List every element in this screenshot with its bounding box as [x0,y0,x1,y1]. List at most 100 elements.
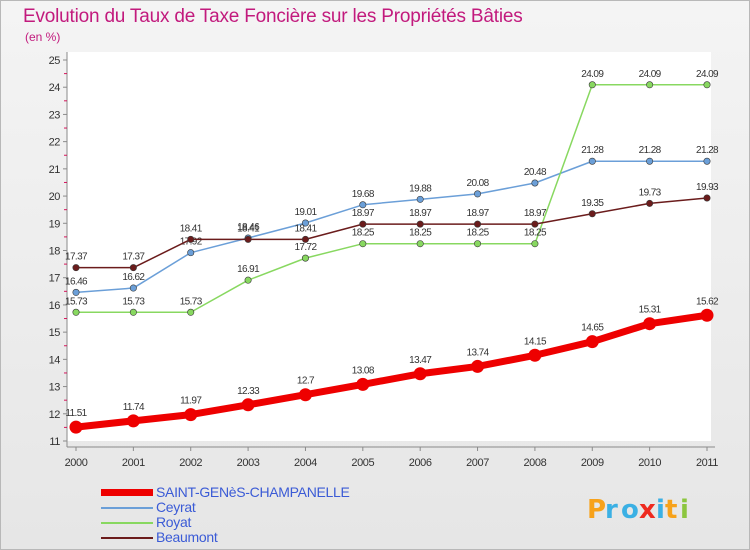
data-label-beaumont: 18.41 [180,223,203,234]
data-point-ceyrat [416,195,424,203]
data-point-beaumont [129,264,137,272]
data-point-royat [703,81,711,89]
data-label-saint-gen-s-champanelle: 13.47 [409,355,432,366]
data-point-saint-gen-s-champanelle [471,359,485,373]
data-point-beaumont [187,235,195,243]
legend-label: Beaumont [156,529,218,545]
svg-text:x: x [639,495,656,525]
data-label-ceyrat: 18.46 [237,222,260,233]
data-point-ceyrat [588,157,596,165]
data-label-ceyrat: 19.68 [352,189,375,200]
chart-title: Evolution du Taux de Taxe Foncière sur l… [23,6,523,27]
data-label-saint-gen-s-champanelle: 11.74 [123,402,145,413]
data-point-beaumont [416,220,424,228]
data-label-saint-gen-s-champanelle: 12.7 [297,376,315,387]
y-tick-label: 22 [49,137,61,149]
legend-label: SAINT-GENèS-CHAMPANELLE [156,484,350,500]
unit-label: (en %) [25,30,61,44]
svg-text:t: t [665,495,677,525]
data-label-ceyrat: 16.46 [65,276,88,287]
x-tick-label: 2004 [294,457,317,469]
svg-text:i: i [656,495,665,525]
data-label-ceyrat: 16.62 [122,272,145,283]
data-label-royat: 24.09 [639,69,662,80]
y-tick-label: 13 [49,382,61,394]
data-label-saint-gen-s-champanelle: 11.51 [65,408,87,419]
data-label-royat: 15.73 [65,296,88,307]
y-tick-label: 23 [49,109,61,121]
data-label-saint-gen-s-champanelle: 15.31 [639,305,662,316]
series-line-beaumont [75,197,708,269]
data-label-beaumont: 18.97 [524,208,547,219]
data-point-beaumont [646,199,654,207]
svg-text:i: i [680,495,689,525]
data-point-saint-gen-s-champanelle [585,335,599,349]
legend-swatch [101,537,153,539]
data-label-ceyrat: 21.28 [581,145,604,156]
data-label-saint-gen-s-champanelle: 14.15 [524,336,547,347]
y-tick-label: 12 [49,409,61,421]
data-point-royat [474,240,482,248]
data-point-royat [588,81,596,89]
x-tick-label: 2009 [581,457,604,469]
data-point-beaumont [531,220,539,228]
y-tick-label: 14 [49,354,61,366]
data-label-royat: 17.72 [294,242,317,253]
x-tick-label: 2007 [466,457,489,469]
svg-text:r: r [605,495,618,525]
data-label-ceyrat: 19.88 [409,183,432,194]
data-label-royat: 24.09 [696,69,719,80]
y-tick-label: 19 [49,218,61,230]
data-label-royat: 15.73 [180,296,203,307]
data-point-ceyrat [129,284,137,292]
x-tick-label: 2010 [638,457,661,469]
data-label-saint-gen-s-champanelle: 13.08 [352,365,375,376]
data-point-saint-gen-s-champanelle [69,420,83,434]
legend-label: Ceyrat [156,499,196,515]
data-label-beaumont: 18.97 [409,208,432,219]
data-label-royat: 18.25 [467,228,490,239]
x-tick-label: 2006 [409,457,432,469]
data-label-beaumont: 17.37 [65,252,88,263]
data-point-royat [129,308,137,316]
data-label-royat: 18.25 [524,228,547,239]
data-point-ceyrat [474,190,482,198]
data-point-saint-gen-s-champanelle [528,348,542,362]
data-point-saint-gen-s-champanelle [356,377,370,391]
x-tick-label: 2002 [179,457,202,469]
proxiti-logo: P r o x i t i [587,495,689,525]
data-point-ceyrat [703,157,711,165]
y-tick-label: 17 [49,273,61,285]
data-point-beaumont [301,235,309,243]
data-label-beaumont: 18.41 [294,223,317,234]
data-point-beaumont [244,235,252,243]
data-label-saint-gen-s-champanelle: 13.74 [467,347,490,358]
data-label-beaumont: 18.41 [237,223,260,234]
data-label-royat: 18.25 [409,228,432,239]
svg-text:o: o [621,495,639,525]
data-label-beaumont: 17.37 [122,252,145,263]
data-label-beaumont: 19.73 [639,187,662,198]
x-tick-label: 2001 [122,457,145,469]
data-point-beaumont [703,194,711,202]
data-label-ceyrat: 21.28 [639,145,662,156]
x-tick-label: 2003 [237,457,260,469]
data-label-beaumont: 18.97 [467,208,490,219]
svg-text:P: P [587,495,606,525]
y-tick-label: 15 [49,327,61,339]
series-line-royat [75,84,708,314]
data-point-saint-gen-s-champanelle [700,308,714,322]
data-point-ceyrat [187,249,195,257]
x-tick-label: 2008 [523,457,546,469]
data-point-saint-gen-s-champanelle [241,398,255,412]
data-label-beaumont: 19.93 [696,182,719,193]
data-label-royat: 24.09 [581,69,604,80]
data-label-beaumont: 19.35 [581,198,604,209]
data-label-saint-gen-s-champanelle: 15.62 [696,296,719,307]
data-point-royat [72,308,80,316]
data-label-ceyrat: 21.28 [696,145,719,156]
series-line-ceyrat [75,160,708,294]
data-point-royat [359,240,367,248]
data-point-beaumont [72,264,80,272]
